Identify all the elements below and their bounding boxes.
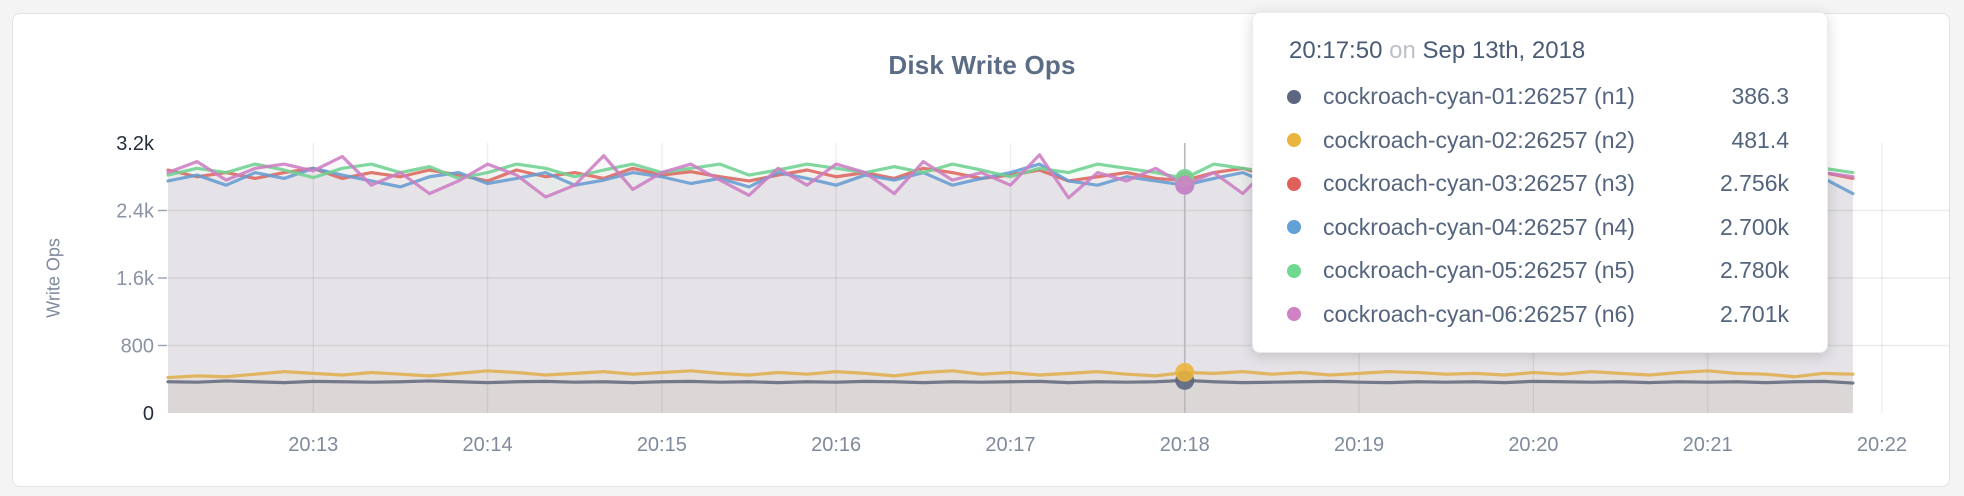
tooltip-row: cockroach-cyan-02:26257 (n2) 481.4 — [1287, 119, 1789, 163]
hover-point-n2[interactable] — [1175, 362, 1195, 382]
y-tick-label: 1.6k — [116, 268, 155, 290]
tooltip-series-label: cockroach-cyan-05:26257 (n5) — [1323, 257, 1635, 284]
series-color-dot-icon — [1287, 307, 1301, 322]
tooltip-series-value: 2.756k — [1719, 170, 1789, 197]
tooltip-rows: cockroach-cyan-01:26257 (n1) 386.3 cockroa… — [1287, 75, 1789, 336]
series-line-n2[interactable] — [166, 369, 1855, 380]
tooltip-series-label: cockroach-cyan-02:26257 (n2) — [1323, 126, 1635, 153]
tooltip-series-label: cockroach-cyan-01:26257 (n1) — [1323, 83, 1635, 110]
y-tick-label: 0 — [143, 403, 154, 425]
series-color-dot-icon — [1287, 176, 1301, 191]
series-color-dot-icon — [1287, 133, 1301, 148]
hover-point-n6[interactable] — [1175, 175, 1195, 195]
x-tick-label: 20:18 — [1160, 434, 1210, 456]
tooltip-separator: on — [1389, 37, 1416, 64]
tooltip-series-value: 386.3 — [1731, 83, 1789, 110]
series-area-n1 — [168, 380, 1853, 413]
series-color-dot-icon — [1287, 263, 1301, 278]
series-color-dot-icon — [1287, 220, 1301, 235]
tooltip-series-value: 2.780k — [1719, 257, 1789, 284]
x-tick-label: 20:20 — [1508, 434, 1558, 456]
y-tick-label: 3.2k — [116, 133, 155, 155]
tooltip-series-label: cockroach-cyan-04:26257 (n4) — [1323, 213, 1635, 240]
y-tick-label: 2.4k — [116, 201, 155, 223]
tooltip-row: cockroach-cyan-03:26257 (n3) 2.756k — [1287, 162, 1789, 206]
tooltip-row: cockroach-cyan-01:26257 (n1) 386.3 — [1287, 75, 1789, 119]
x-tick-label: 20:16 — [811, 434, 861, 456]
x-tick-label: 20:19 — [1334, 434, 1384, 456]
tooltip-header: 20:17:50 on Sep 13th, 2018 — [1289, 37, 1789, 65]
tooltip-row: cockroach-cyan-06:26257 (n6) 2.701k — [1287, 293, 1789, 337]
tooltip-row: cockroach-cyan-05:26257 (n5) 2.780k — [1287, 249, 1789, 293]
x-tick-label: 20:21 — [1683, 434, 1733, 456]
tooltip-series-value: 2.701k — [1719, 300, 1789, 327]
tooltip-date: Sep 13th, 2018 — [1422, 37, 1586, 64]
tooltip-series-label: cockroach-cyan-06:26257 (n6) — [1323, 300, 1635, 327]
tooltip-time: 20:17:50 — [1289, 37, 1383, 64]
y-tick-label: 800 — [121, 336, 154, 358]
x-tick-label: 20:14 — [463, 434, 513, 456]
series-color-dot-icon — [1287, 89, 1301, 104]
tooltip-series-value: 2.700k — [1719, 213, 1789, 240]
tooltip-row: cockroach-cyan-04:26257 (n4) 2.700k — [1287, 206, 1789, 250]
tooltip-series-label: cockroach-cyan-03:26257 (n3) — [1323, 170, 1635, 197]
x-tick-label: 20:13 — [288, 434, 338, 456]
x-tick-label: 20:22 — [1857, 434, 1907, 456]
series-line-n1[interactable] — [166, 378, 1855, 385]
tooltip-series-value: 481.4 — [1731, 126, 1789, 153]
x-tick-label: 20:17 — [985, 434, 1035, 456]
hover-tooltip: 20:17:50 on Sep 13th, 2018 cockroach-cya… — [1252, 12, 1828, 353]
chart-title: Disk Write Ops — [888, 50, 1076, 80]
x-tick-label: 20:15 — [637, 434, 687, 456]
